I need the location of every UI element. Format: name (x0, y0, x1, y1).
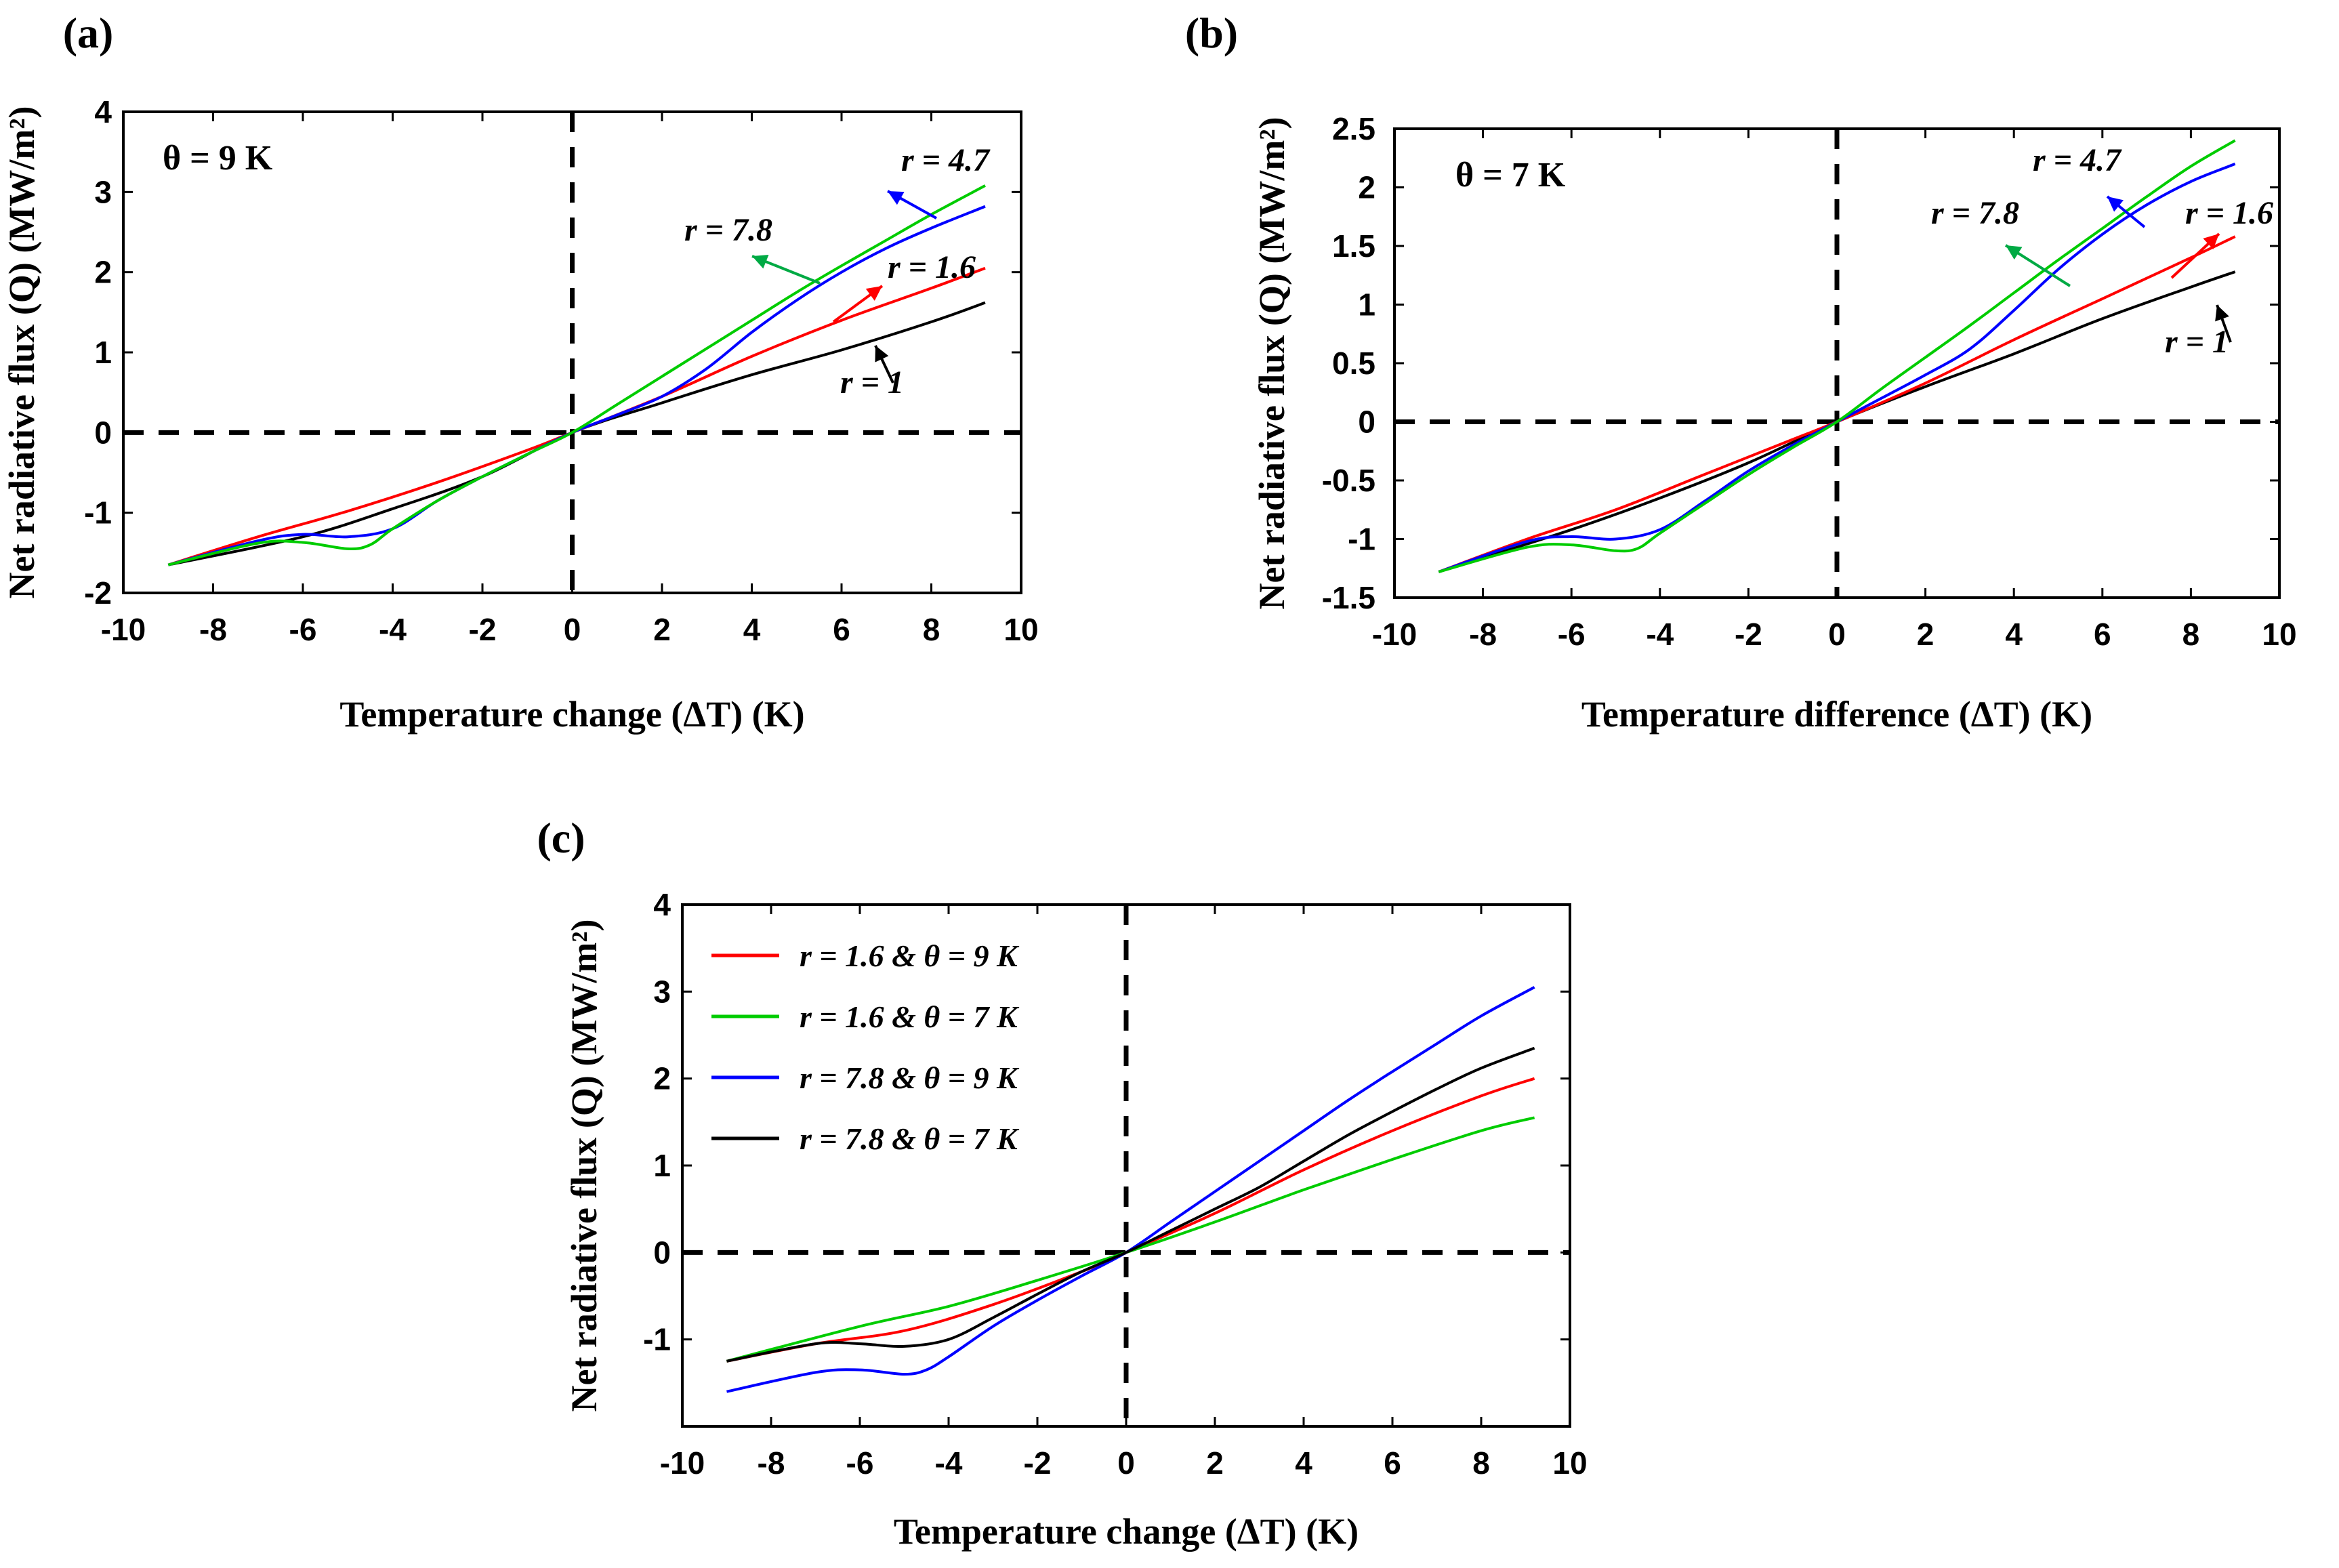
x-tick-label: -6 (1558, 617, 1586, 652)
x-tick-label: 6 (2094, 617, 2111, 652)
x-tick-label: 4 (2005, 617, 2023, 652)
y-tick-label: 0 (1358, 405, 1375, 440)
x-tick-label: 6 (833, 612, 850, 647)
annotation-arrow-head (2203, 234, 2219, 250)
y-tick-label: 1 (1358, 287, 1375, 323)
x-tick-label: -10 (101, 612, 146, 647)
y-tick-label: -1 (643, 1322, 671, 1357)
x-tick-label: 10 (1552, 1445, 1587, 1481)
x-tick-label: 2 (653, 612, 671, 647)
panel-label: (a) (63, 9, 114, 57)
y-tick-label: 3 (94, 174, 112, 209)
x-tick-label: -8 (1469, 617, 1497, 652)
x-tick-label: 2 (1917, 617, 1934, 652)
annotation-label: r = 1.6 (888, 249, 976, 285)
chart-panel-2: (b) -10 -8 -6 -4 -2 0 2 4 6 8 10 -1.5 -1 -0.5 0 0.5 1 1.5 2… (1185, 9, 2297, 735)
series-line-1 (167, 301, 986, 566)
y-axis-title: Net radiative flux (Q) (MW/m²) (1, 106, 42, 599)
series-line-2 (167, 266, 986, 566)
x-axis-title: Temperature change (ΔT) (K) (894, 1511, 1359, 1552)
series-line-4 (726, 1046, 1535, 1363)
y-tick-label: 0 (94, 415, 112, 450)
series-line-4 (167, 184, 986, 566)
x-tick-label: -4 (379, 612, 407, 647)
theta-label: θ = 9 K (163, 139, 273, 178)
series-line-3 (726, 986, 1535, 1393)
annotation-label: r = 7.8 (1931, 195, 2019, 231)
y-tick-label: 2 (94, 255, 112, 290)
annotation-label: r = 1 (840, 365, 904, 400)
x-tick-label: 8 (2182, 617, 2200, 652)
x-axis-title: Temperature difference (ΔT) (K) (1581, 694, 2092, 735)
x-tick-label: -8 (199, 612, 227, 647)
annotation-arrow-head (875, 346, 889, 363)
x-tick-label: -6 (846, 1445, 874, 1481)
series-line-3 (167, 205, 986, 566)
x-tick-label: 2 (1206, 1445, 1224, 1481)
legend-label: r = 7.8 & θ = 7 K (800, 1121, 1020, 1156)
x-tick-label: -4 (1646, 617, 1674, 652)
series-line-2 (726, 1116, 1535, 1363)
series-line-3 (1438, 163, 2236, 573)
x-tick-label: 0 (1828, 617, 1846, 652)
x-tick-label: 4 (1295, 1445, 1312, 1481)
annotation-arrow-head (2006, 245, 2023, 260)
y-tick-label: -0.5 (1322, 463, 1375, 498)
y-tick-label: 4 (94, 94, 112, 129)
series-line-4 (1438, 139, 2236, 573)
panel-label: (c) (537, 814, 585, 862)
annotation-label: r = 1.6 (2185, 195, 2273, 231)
panel-label: (b) (1185, 9, 1238, 57)
x-tick-label: 8 (1472, 1445, 1490, 1481)
x-tick-label: -8 (758, 1445, 785, 1481)
x-tick-label: 0 (1117, 1445, 1135, 1481)
x-tick-label: 0 (564, 612, 581, 647)
annotation-arrow-head (888, 191, 905, 205)
x-tick-label: -6 (289, 612, 317, 647)
x-axis-title: Temperature change (ΔT) (K) (339, 694, 804, 735)
y-tick-label: -1.5 (1322, 580, 1375, 615)
annotation-label: r = 1 (2165, 324, 2229, 360)
annotation-label: r = 4.7 (2033, 142, 2122, 178)
y-tick-label: 0.5 (1332, 346, 1375, 381)
x-tick-label: 10 (2262, 617, 2296, 652)
annotation-label: r = 7.8 (684, 212, 772, 248)
y-tick-label: 3 (653, 974, 671, 1009)
x-tick-label: 8 (923, 612, 940, 647)
y-tick-label: 2 (1358, 170, 1375, 205)
x-tick-label: -2 (1024, 1445, 1052, 1481)
x-tick-label: -10 (1372, 617, 1417, 652)
x-tick-label: -4 (935, 1445, 963, 1481)
annotation-label: r = 4.7 (901, 142, 991, 178)
chart-panel-3: (c)-10 -8 -6 -4 -2 0 2 4 6 8 10-101234Temperature … (537, 814, 1587, 1552)
y-tick-label: 1 (653, 1148, 671, 1183)
y-tick-label: 1.5 (1332, 228, 1375, 264)
y-tick-label: -2 (84, 575, 112, 611)
annotation-arrow-head (2215, 305, 2229, 322)
y-tick-label: -1 (84, 495, 112, 531)
y-tick-label: -1 (1348, 522, 1375, 557)
theta-label: θ = 7 K (1455, 156, 1566, 194)
x-tick-label: -10 (660, 1445, 705, 1481)
y-axis-title: Net radiative flux (Q) (MW/m²) (564, 920, 604, 1412)
annotation-arrow-head (2107, 197, 2124, 212)
annotation-arrow-head (752, 254, 769, 269)
y-tick-label: 0 (653, 1235, 671, 1270)
legend-label: r = 1.6 & θ = 7 K (800, 999, 1020, 1034)
y-axis-title: Net radiative flux (Q) (MW/m²) (1251, 117, 1292, 610)
y-tick-label: 2 (653, 1061, 671, 1096)
y-tick-label: 4 (653, 887, 671, 922)
y-tick-label: 1 (94, 335, 112, 370)
x-tick-label: 6 (1384, 1445, 1401, 1481)
legend-label: r = 1.6 & θ = 9 K (800, 938, 1020, 973)
y-tick-label: 2.5 (1332, 111, 1375, 146)
legend-label: r = 7.8 & θ = 9 K (800, 1060, 1020, 1095)
x-tick-label: -2 (1735, 617, 1762, 652)
x-tick-label: -2 (469, 612, 497, 647)
annotation-arrow-head (865, 286, 882, 301)
chart-panel-1: (a)-10 -8 -6 -4 -2 0 2 4 6 8 10-2-101234Temperatur… (1, 9, 1039, 735)
x-tick-label: 4 (743, 612, 761, 647)
x-tick-label: 10 (1003, 612, 1038, 647)
